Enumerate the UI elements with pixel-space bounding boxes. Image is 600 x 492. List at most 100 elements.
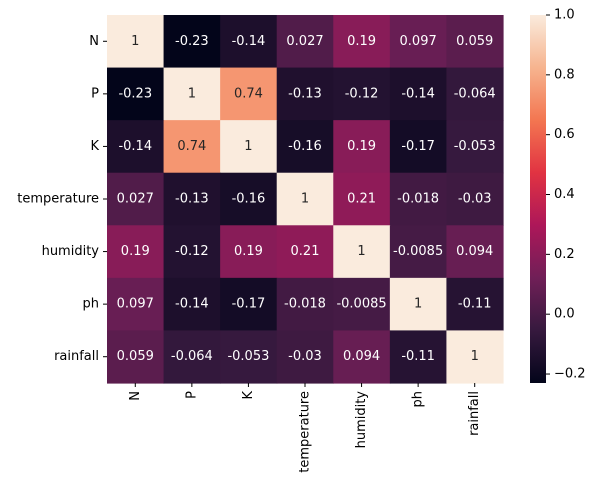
heatmap-cell [220, 330, 278, 384]
heatmap-cell-label: 1 [244, 139, 252, 154]
heatmap-cell-label: -0.064 [454, 86, 496, 101]
x-tick-label: N [128, 391, 143, 401]
heatmap-cell-label: -0.053 [454, 139, 496, 154]
heatmap-cell-label: 0.19 [347, 34, 376, 49]
heatmap-cell [446, 172, 504, 226]
heatmap-cell [220, 225, 278, 279]
y-tick-label: humidity [42, 244, 100, 259]
heatmap-cells [107, 15, 504, 384]
colorbar: −0.2 0.0 0.2 0.4 0.6 0.8 1.0 [530, 8, 586, 383]
heatmap-cell [446, 277, 504, 332]
heatmap-cell-label: -0.16 [232, 192, 266, 207]
heatmap-cell [389, 277, 448, 332]
heatmap-cell [389, 15, 448, 69]
heatmap-cell-label: -0.11 [458, 297, 492, 312]
x-tick-label: ph [411, 391, 426, 408]
heatmap-cell [333, 172, 391, 226]
heatmap-cell-label: 0.21 [291, 244, 320, 259]
heatmap-cell [163, 15, 221, 69]
heatmap-cell-label: -0.018 [284, 297, 326, 312]
heatmap-cell [276, 277, 334, 332]
heatmap-cell-label: 1 [471, 349, 479, 364]
heatmap-cell-label: 0.097 [400, 34, 437, 49]
colorbar-tick-label: 0.6 [554, 127, 575, 142]
x-tick-label: humidity [354, 391, 369, 449]
heatmap-cell-label: 0.027 [117, 192, 154, 207]
y-tick-label: ph [83, 297, 100, 312]
heatmap-cell-label: 0.19 [347, 139, 376, 154]
heatmap-cell [163, 225, 221, 279]
heatmap-cell [333, 225, 391, 279]
heatmap-cell-label: 1 [301, 192, 309, 207]
heatmap-cell-label: -0.12 [345, 86, 379, 101]
heatmap-cell [389, 120, 448, 174]
heatmap-cell-label: -0.11 [401, 349, 435, 364]
heatmap-cell [389, 172, 448, 226]
colorbar-ticks: −0.2 0.0 0.2 0.4 0.6 0.8 1.0 [546, 8, 586, 382]
heatmap-cell-label: 0.059 [117, 349, 154, 364]
x-tick-label: P [184, 391, 199, 399]
heatmap-cell [276, 15, 334, 69]
heatmap-cell-labels: 1 -0.23 -0.14 0.027 0.19 0.097 0.059 -0.23 1 0.74… [117, 34, 496, 364]
heatmap-cell-label: -0.12 [175, 244, 209, 259]
y-tick-label: N [89, 34, 99, 49]
heatmap-cell-label: 0.027 [286, 34, 323, 49]
heatmap-cell-label: -0.053 [227, 349, 269, 364]
heatmap-cell [163, 277, 221, 332]
heatmap-cell-label: -0.13 [175, 192, 209, 207]
heatmap-cell-label: -0.14 [175, 297, 209, 312]
heatmap-cell-label: 0.097 [117, 297, 154, 312]
colorbar-tick-label: 0.2 [554, 247, 575, 262]
heatmap-cell-label: -0.23 [118, 86, 152, 101]
heatmap-cell [446, 15, 504, 69]
heatmap-cell-label: -0.0085 [336, 297, 386, 312]
heatmap-cell [163, 330, 221, 384]
x-tick-label: rainfall [467, 391, 482, 436]
heatmap-cell [220, 15, 278, 69]
heatmap-cell-label: 0.74 [177, 139, 206, 154]
heatmap-cell [220, 172, 278, 226]
y-tick-label: temperature [17, 191, 99, 206]
heatmap-cell-label: 0.094 [343, 349, 380, 364]
heatmap-cell-label: -0.14 [401, 86, 435, 101]
heatmap-cell-label: 1 [188, 86, 196, 101]
heatmap-cell-label: -0.03 [458, 192, 492, 207]
heatmap-cell [276, 225, 334, 279]
y-tick-label: P [91, 86, 99, 101]
heatmap-cell-label: -0.23 [175, 34, 209, 49]
heatmap-cell [107, 172, 165, 226]
heatmap-cell [163, 172, 221, 226]
heatmap-cell [333, 277, 391, 332]
heatmap-cell [107, 225, 165, 279]
heatmap-cell-label: 0.21 [347, 192, 376, 207]
heatmap-cell [276, 120, 334, 174]
heatmap-cell [389, 225, 448, 279]
heatmap-cell-label: -0.13 [288, 86, 322, 101]
heatmap-cell-label: -0.17 [232, 297, 266, 312]
heatmap-cell [446, 330, 504, 384]
heatmap-cell [276, 330, 334, 384]
heatmap-cell-label: -0.0085 [393, 244, 443, 259]
heatmap-cell [107, 67, 165, 121]
heatmap-cell-label: -0.064 [171, 349, 213, 364]
heatmap-cell [333, 15, 391, 69]
heatmap-cell-label: -0.14 [232, 34, 266, 49]
colorbar-tick-label: 0.0 [554, 307, 575, 322]
heatmap-cell [446, 225, 504, 279]
heatmap-cell-label: 0.094 [456, 244, 493, 259]
heatmap-cell-label: -0.16 [288, 139, 322, 154]
heatmap-cell-label: 0.19 [234, 244, 263, 259]
colorbar-tick-label: −0.2 [554, 367, 586, 382]
heatmap-cell [333, 120, 391, 174]
heatmap-cell [276, 67, 334, 121]
heatmap-cell [276, 172, 334, 226]
heatmap-cell [107, 120, 165, 174]
heatmap-cell [333, 67, 391, 121]
colorbar-tick-label: 1.0 [554, 8, 575, 23]
x-tick-label: temperature [298, 391, 313, 473]
heatmap-cell-label: -0.17 [401, 139, 435, 154]
y-tick-label: rainfall [54, 349, 99, 364]
